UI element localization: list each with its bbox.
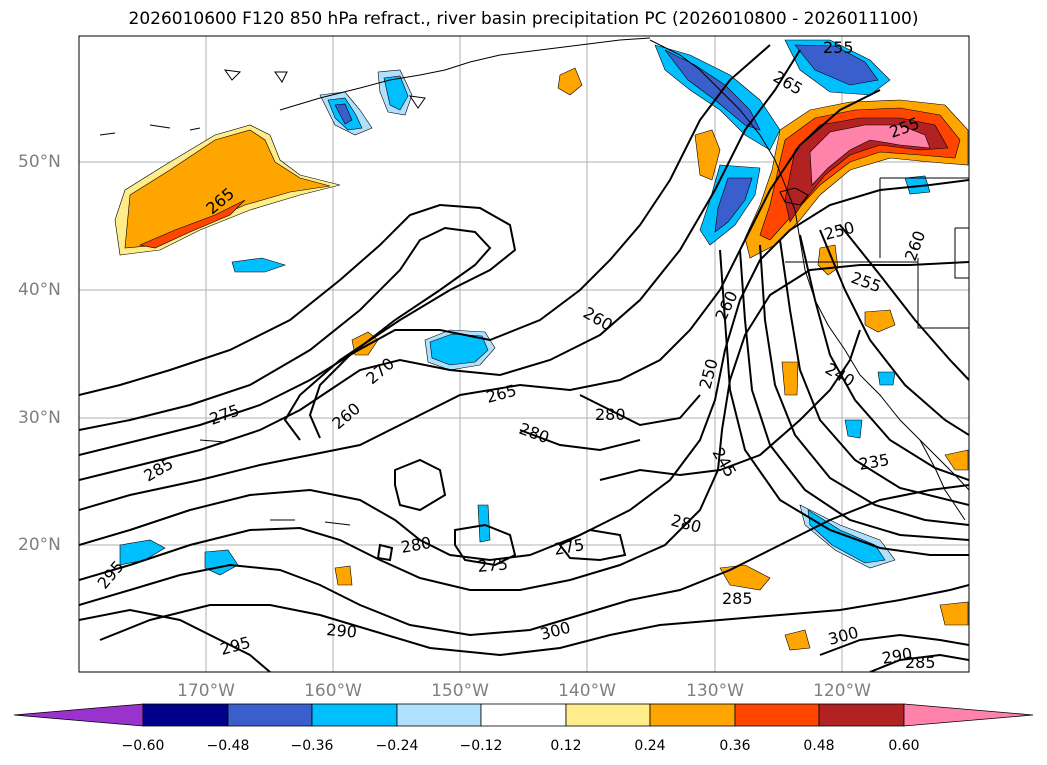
lat-label: 50°N xyxy=(18,152,61,172)
lon-label: 120°W xyxy=(813,681,871,701)
colorbar-segment xyxy=(480,703,567,727)
contour-label: 270 xyxy=(362,354,398,388)
coastlines xyxy=(99,37,969,526)
contour-label: 285 xyxy=(722,589,753,608)
colorbar-low-extend xyxy=(13,703,144,727)
colorbar-tick-label: 0.12 xyxy=(550,738,582,754)
contour-label: 265 xyxy=(484,381,518,407)
colorbar-tick-label: 0.48 xyxy=(803,738,835,754)
contour-label: 240 xyxy=(822,359,858,391)
contour-label: 275 xyxy=(477,554,509,576)
lat-label: 40°N xyxy=(18,280,61,300)
contour-label: 280 xyxy=(595,405,626,424)
contour-label: 300 xyxy=(826,623,860,649)
contour-label: 255 xyxy=(823,38,854,57)
contour-label: 275 xyxy=(207,400,242,428)
contour-label: 295 xyxy=(218,633,252,659)
lat-label: 20°N xyxy=(18,535,61,555)
refractivity-contours xyxy=(79,44,969,672)
colorbar-tick-label: −0.48 xyxy=(206,738,250,754)
map-frame xyxy=(78,35,970,673)
colorbar-segment xyxy=(227,703,313,727)
contour-label: 245 xyxy=(709,445,741,481)
contour-label: 260 xyxy=(711,288,741,324)
colorbar-high-extend xyxy=(903,703,1034,727)
colorbar-tick-label: −0.60 xyxy=(121,738,165,754)
colorbar-tick-label: 0.60 xyxy=(888,738,920,754)
contour-label: 285 xyxy=(905,653,936,672)
colorbar-segment xyxy=(649,703,736,727)
map-title: 2026010600 F120 850 hPa refract., river … xyxy=(128,9,919,29)
colorbar-segment xyxy=(565,703,651,727)
lon-label: 150°W xyxy=(431,681,489,701)
contour-label: 285 xyxy=(141,454,177,486)
lat-label: 30°N xyxy=(18,408,61,428)
colorbar-segment xyxy=(311,703,398,727)
contour-label: 275 xyxy=(552,535,585,559)
colorbar-segment xyxy=(142,703,229,727)
contour-label: 300 xyxy=(538,618,572,644)
contour-label: 260 xyxy=(580,303,616,335)
colorbar-segment xyxy=(734,703,820,727)
lon-label: 170°W xyxy=(177,681,235,701)
contour-label: 280 xyxy=(517,419,552,447)
contour-label: 235 xyxy=(857,450,890,474)
contour-label: 260 xyxy=(328,399,364,433)
contour-label: 280 xyxy=(399,533,432,557)
colorbar-tick-label: −0.24 xyxy=(375,738,419,754)
contour-label: 260 xyxy=(901,228,929,263)
colorbar xyxy=(13,703,1034,727)
colorbar-tick-label: −0.12 xyxy=(459,738,503,754)
colorbar-segment xyxy=(818,703,905,727)
colorbar-tick-label: 0.24 xyxy=(634,738,666,754)
colorbar-tick-label: 0.36 xyxy=(719,738,751,754)
lon-label: 130°W xyxy=(686,681,744,701)
contour-label: 265 xyxy=(770,67,806,99)
colorbar-tick-label: −0.36 xyxy=(290,738,334,754)
contour-label: 280 xyxy=(669,511,703,537)
colorbar-segment xyxy=(396,703,482,727)
precip-shading xyxy=(114,39,969,651)
contour-label: 290 xyxy=(326,620,358,642)
lon-label: 140°W xyxy=(558,681,616,701)
lon-label: 160°W xyxy=(304,681,362,701)
